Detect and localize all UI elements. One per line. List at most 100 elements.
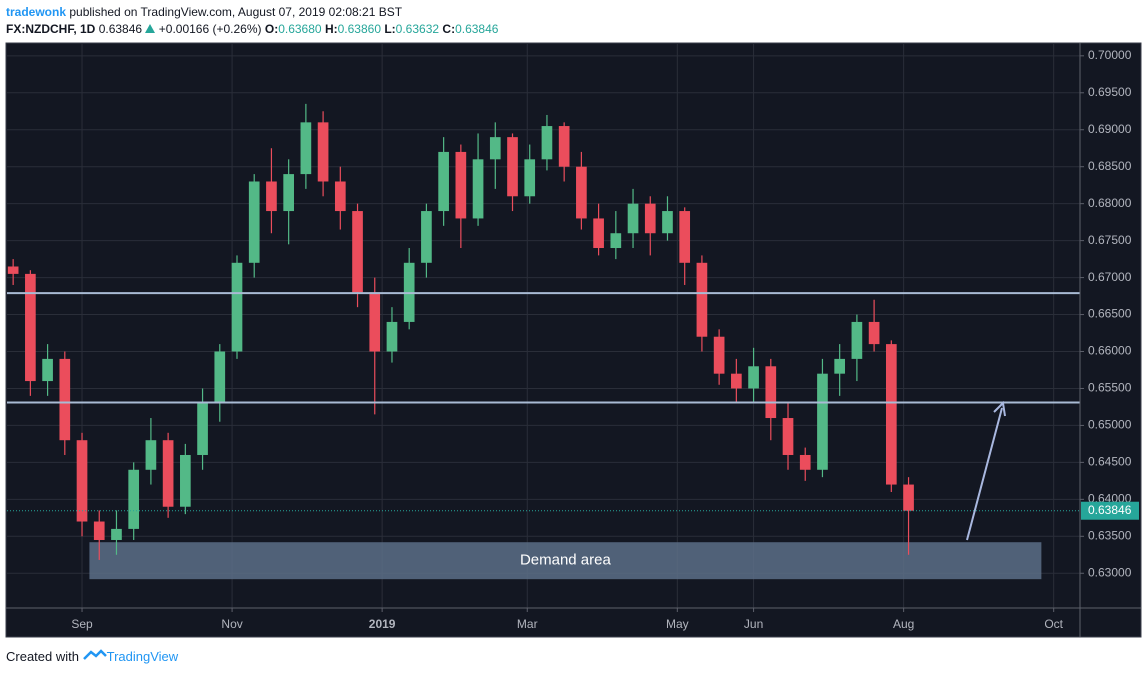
close: 0.63846 [455, 22, 499, 36]
candle-body [421, 211, 432, 263]
symbol: FX:NZDCHF, 1D [6, 22, 96, 36]
candle-body [352, 211, 363, 293]
candle-body [885, 344, 897, 485]
y-tick-label: 0.68000 [1088, 196, 1132, 210]
candle-body [317, 122, 329, 182]
candle-body [644, 203, 656, 234]
candle-body [489, 137, 501, 160]
open: 0.63680 [278, 22, 322, 36]
published: published on TradingView.com, August 07,… [69, 5, 403, 19]
header-line: tradewonk published on TradingView.com, … [6, 5, 402, 19]
x-tick-label: 2019 [369, 617, 396, 631]
candle-body [627, 203, 639, 234]
candle-body [662, 211, 673, 234]
candle-body [42, 358, 53, 382]
candle-body [731, 373, 742, 389]
candle-body [369, 292, 381, 352]
x-tick-label: May [666, 617, 689, 631]
x-tick-label: Aug [893, 617, 914, 631]
y-tick-label: 0.67500 [1088, 233, 1132, 247]
y-tick-label: 0.66500 [1088, 307, 1132, 321]
chart-background [5, 42, 1142, 638]
candle-body [93, 521, 105, 540]
author[interactable]: tradewonk [6, 5, 67, 19]
x-tick-label: Sep [71, 617, 93, 631]
y-tick-label: 0.65500 [1088, 381, 1132, 395]
candle-body [283, 174, 294, 212]
candle-body [558, 126, 570, 167]
candle-body [300, 122, 312, 175]
candle-body [162, 440, 174, 507]
candle-body [782, 418, 794, 455]
candle-body [679, 211, 691, 263]
candle-body [472, 159, 484, 219]
candle-body [214, 351, 226, 404]
candle-body [76, 440, 88, 522]
price: 0.63846 [98, 22, 143, 36]
arrow [966, 407, 1003, 541]
candle-body [248, 181, 260, 263]
candle-body [111, 528, 122, 540]
candle-body [507, 137, 518, 197]
candle-body [713, 336, 725, 374]
logo [82, 649, 107, 660]
change: +0.00166 (+0.26%) [158, 22, 262, 36]
y-tick-label: 0.69000 [1088, 122, 1132, 136]
candle-body [541, 126, 553, 160]
candle-body [386, 321, 398, 352]
zone-label: Demand area [520, 552, 612, 569]
close-label: C: [442, 22, 456, 36]
candle-body [524, 159, 536, 197]
arrow-head [993, 400, 1006, 417]
candle-body [851, 321, 863, 359]
candle-body [59, 358, 71, 441]
demand-zone [89, 542, 1042, 580]
high-label: H: [324, 22, 338, 36]
y-tick-label: 0.69500 [1088, 85, 1132, 99]
candle-body [610, 233, 622, 249]
candle-body [593, 218, 604, 249]
candle-body [903, 484, 914, 511]
y-tick-label: 0.66000 [1088, 344, 1132, 358]
footer-text: Created with [6, 649, 79, 664]
candle-body [576, 166, 587, 219]
x-tick-label: Jun [744, 617, 763, 631]
brand[interactable]: TradingView [106, 649, 179, 664]
candle-body [748, 366, 759, 389]
footer: Created with TradingView [6, 649, 178, 664]
candle-body [799, 454, 811, 470]
y-tick-label: 0.63000 [1088, 565, 1132, 579]
y-tick-label: 0.63500 [1088, 528, 1132, 542]
up-icon [145, 24, 156, 33]
y-tick-label: 0.68500 [1088, 159, 1132, 173]
candle-body [145, 440, 157, 470]
candle-body [403, 262, 415, 322]
high: 0.63860 [337, 22, 381, 36]
y-tick-label: 0.67000 [1088, 270, 1132, 284]
y-tick-label: 0.70000 [1088, 48, 1132, 62]
low: 0.63632 [395, 22, 440, 36]
candle-body [25, 273, 36, 382]
x-tick-label: Oct [1044, 617, 1063, 631]
candle-body [817, 373, 828, 470]
candle-body [180, 454, 191, 507]
candle-body [334, 181, 346, 212]
candle-body [266, 181, 277, 212]
candle-body [868, 321, 880, 345]
x-tick-label: Mar [517, 617, 538, 631]
y-tick-label: 0.64000 [1088, 492, 1132, 506]
low-label: L: [384, 22, 396, 36]
y-tick-label: 0.65000 [1088, 418, 1132, 432]
candle-body [834, 358, 846, 374]
candle-body [128, 469, 140, 529]
candle-body [438, 151, 449, 212]
candle-body [7, 266, 19, 274]
x-tick-label: Nov [221, 617, 242, 631]
last-price-box [1081, 501, 1139, 520]
candle-body [197, 403, 208, 455]
candle-body [765, 366, 777, 419]
quote-line: FX:NZDCHF, 1D 0.63846 +0.00166 (+0.26%) … [6, 22, 498, 36]
open-label: O: [264, 22, 279, 36]
